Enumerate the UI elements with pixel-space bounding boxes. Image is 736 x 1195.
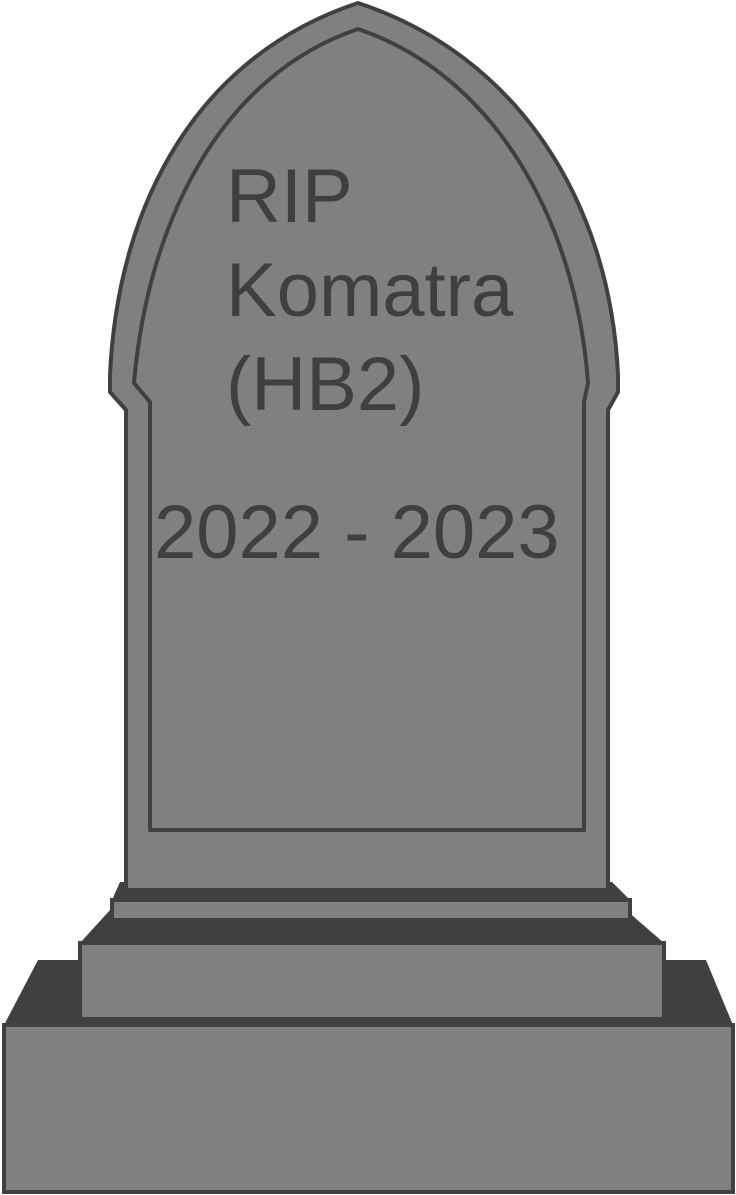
epitaph-line-name: Komatra	[226, 248, 514, 333]
lifespan-dates: 2022 - 2023	[154, 490, 560, 575]
base-middle	[78, 910, 666, 1021]
epitaph-line-tag: (HB2)	[226, 342, 425, 427]
epitaph-text: RIP Komatra (HB2)	[226, 150, 513, 432]
epitaph-line-rip: RIP	[226, 154, 353, 239]
headstone-inset-panel	[132, 27, 590, 832]
